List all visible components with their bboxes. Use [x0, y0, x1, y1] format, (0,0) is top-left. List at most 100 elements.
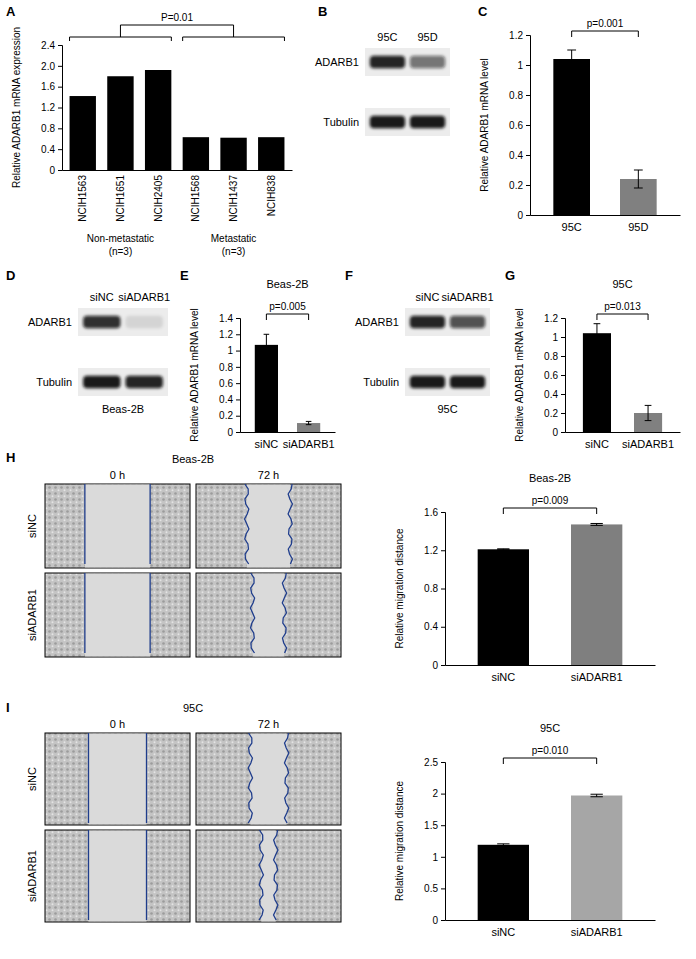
y-axis-line [236, 319, 241, 433]
significance-bracket [572, 31, 639, 32]
y-tick-label: 0.6 [219, 378, 233, 389]
p-value: p=0.009 [532, 495, 569, 506]
x-tick-label: 95C [562, 221, 582, 233]
row-label: Tubulin [323, 116, 359, 128]
y-tick-label: 0.8 [509, 90, 523, 101]
group-count: (n=3) [109, 246, 133, 257]
y-tick-label: 0.6 [544, 370, 558, 381]
significance-bracket [308, 314, 309, 320]
wound-edge [88, 733, 89, 823]
y-axis-line [526, 36, 531, 216]
group-label: Metastatic [211, 233, 257, 244]
panel-label: E [180, 268, 189, 283]
blot-band [450, 316, 485, 328]
bar-chart: C00.20.40.60.811.295C95DRelative ADARB1 … [478, 4, 681, 233]
error-cap [497, 845, 509, 846]
bar [571, 795, 622, 920]
y-tick-label: 0.8 [41, 123, 55, 134]
row-label: Tubulin [36, 376, 72, 388]
wound-gap [247, 485, 291, 568]
error-cap [591, 523, 603, 524]
y-tick: 2.4 [41, 40, 62, 51]
y-tick-mark [236, 351, 240, 352]
x-axis: siNCsiADARB1 [566, 433, 681, 450]
panel-label: H [6, 450, 15, 465]
bar [107, 76, 133, 170]
wound-edge [288, 484, 292, 564]
blot-band [450, 376, 485, 388]
x-tick-label: siNC [491, 671, 515, 683]
y-tick: 0.8 [544, 351, 565, 362]
y-tick: 0.6 [544, 370, 565, 381]
y-tick-label: 2.0 [41, 61, 55, 72]
y-tick-mark [58, 66, 62, 67]
blot-membrane [365, 48, 450, 76]
y-tick-mark [58, 108, 62, 109]
x-axis-line [241, 432, 336, 433]
x-tick: NCIH838 [266, 175, 277, 217]
x-axis: 95C95D [531, 216, 681, 233]
error-stem [266, 334, 267, 355]
error-cap [497, 549, 509, 550]
group-line [69, 37, 70, 41]
significance-bracket [596, 508, 597, 514]
y-axis: 00.20.40.60.811.2 [544, 313, 565, 438]
y-tick: 1.2 [424, 545, 445, 556]
bar [571, 524, 622, 665]
x-tick: 95C [562, 221, 582, 233]
significance-bracket [571, 31, 572, 37]
y-tick-label: 0.2 [509, 180, 523, 191]
x-axis-line [446, 920, 656, 921]
blot-caption: 95C [437, 403, 457, 415]
y-tick-mark [441, 857, 445, 858]
wound-image [45, 484, 190, 568]
wound-edge [259, 830, 263, 920]
wound-edge [84, 484, 85, 564]
plot-area [255, 334, 320, 432]
error-cap [645, 420, 652, 421]
y-tick: 0.6 [509, 120, 530, 131]
wound-edge [248, 733, 252, 823]
significance-bracket [266, 314, 267, 320]
y-tick-label: 1.6 [41, 81, 55, 92]
y-tick: 0.5 [424, 883, 445, 894]
y-tick: 0.2 [544, 408, 565, 419]
x-axis: siNCsiADARB1 [446, 921, 656, 938]
y-axis-title: Relative ADARB1 mRNA level [189, 308, 200, 441]
error-cap [634, 188, 643, 189]
panel-label: F [345, 268, 353, 283]
error-cap [306, 421, 312, 422]
bar-chart: 95C00.511.522.5siNCsiADARB1Relative migr… [394, 722, 656, 938]
error-cap [497, 548, 509, 549]
error-stem [648, 405, 649, 420]
y-tick-mark [441, 550, 445, 551]
wound-edge [245, 484, 249, 564]
y-axis-title: Relative ADARB1 mRNA level [514, 308, 525, 441]
y-tick: 2 [432, 788, 445, 799]
bar [220, 138, 246, 170]
plot-area [583, 324, 662, 432]
y-axis-line [441, 763, 446, 921]
y-tick-mark [526, 35, 530, 36]
bar-chart: G95C00.20.40.60.811.2siNCsiADARB1Relativ… [505, 268, 681, 450]
x-axis-line [446, 665, 656, 666]
y-tick-label: 0.5 [424, 883, 438, 894]
time-label: 0 h [110, 469, 125, 481]
western-blot: DsiNCsiADARB1ADARB1TubulinBeas-2B [6, 268, 170, 415]
chart-title: Beas-2B [529, 472, 571, 484]
wound-edge [250, 573, 254, 653]
significance-bracket [233, 25, 234, 37]
bar [553, 59, 590, 215]
p-value: P=0.01 [161, 12, 193, 23]
condition-label: siADARB1 [26, 850, 38, 902]
wound-gap [89, 734, 147, 825]
y-axis-line [58, 46, 63, 171]
y-tick-mark [441, 627, 445, 628]
error-cap [567, 68, 576, 69]
wound-image [196, 733, 341, 825]
y-tick-label: 2.4 [41, 40, 55, 51]
error-bar [594, 324, 601, 343]
y-axis: 00.20.40.60.811.21.4 [219, 313, 240, 438]
x-tick: NCIH2405 [153, 175, 164, 222]
y-tick: 1 [227, 345, 240, 356]
